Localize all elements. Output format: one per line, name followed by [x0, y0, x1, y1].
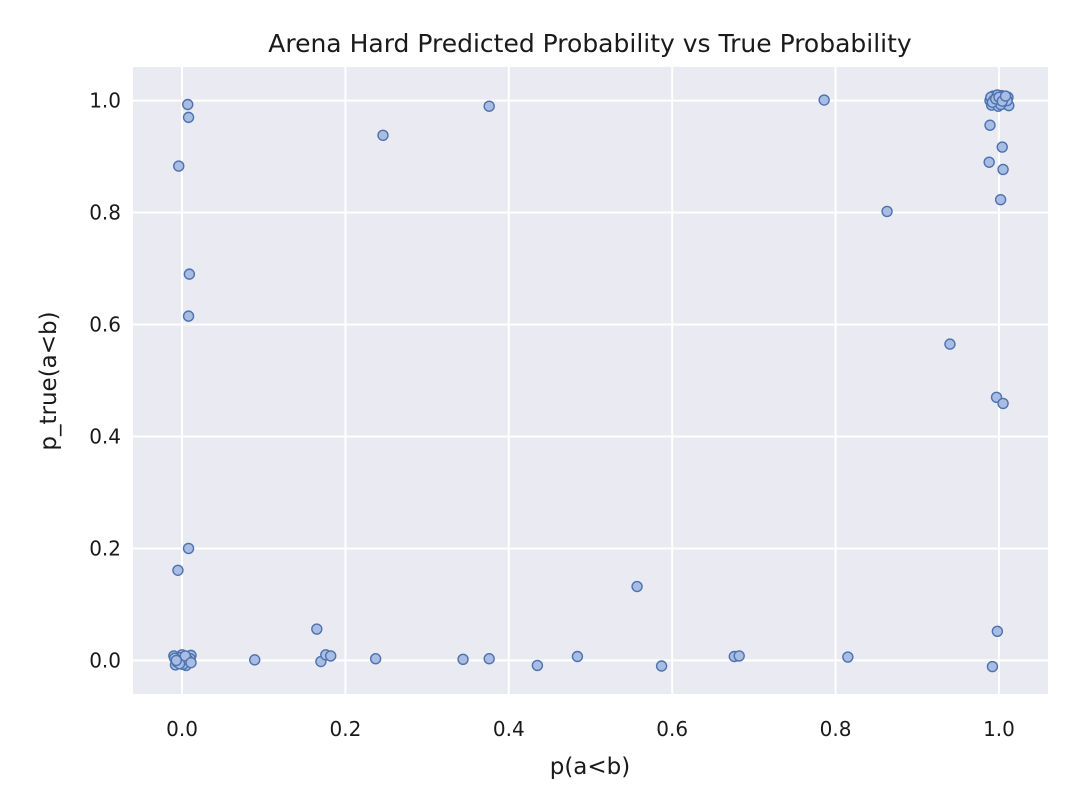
data-point — [531, 659, 544, 672]
data-point — [983, 156, 995, 168]
chart-title: Arena Hard Predicted Probability vs True… — [268, 29, 912, 58]
data-point — [183, 268, 196, 280]
data-point — [182, 310, 195, 322]
y-tick-labels: 0.0 0.2 0.4 0.6 0.8 1.0 — [89, 89, 121, 673]
data-point — [999, 90, 1012, 102]
data-point — [457, 653, 469, 665]
data-point — [182, 542, 195, 555]
data-point — [172, 564, 184, 576]
data-point — [994, 193, 1007, 206]
data-point — [991, 625, 1004, 637]
data-point — [170, 654, 182, 667]
data-points — [168, 89, 1015, 673]
x-tick-labels: 0.0 0.2 0.4 0.6 0.8 1.0 — [166, 717, 1015, 741]
data-point — [249, 654, 261, 666]
y-tick-label: 0.2 — [89, 536, 121, 560]
x-tick-label: 0.8 — [820, 717, 852, 741]
y-tick-label: 0.6 — [89, 313, 121, 337]
y-tick-label: 0.8 — [89, 201, 121, 225]
y-tick-label: 0.4 — [89, 424, 121, 448]
data-point — [182, 111, 195, 124]
data-point — [571, 650, 584, 663]
data-point — [377, 129, 389, 141]
data-point — [881, 205, 893, 218]
data-point — [173, 160, 185, 172]
x-axis-label: p(a<b) — [550, 754, 631, 780]
data-point — [997, 397, 1009, 410]
plot-area — [133, 67, 1048, 694]
x-tick-label: 0.6 — [656, 717, 688, 741]
x-tick-label: 0.0 — [166, 717, 198, 741]
data-point — [842, 651, 854, 663]
data-point — [733, 650, 745, 662]
data-point — [369, 653, 382, 665]
data-point — [325, 650, 337, 662]
x-tick-label: 0.4 — [493, 717, 525, 741]
data-point — [996, 141, 1008, 153]
data-point — [185, 656, 197, 669]
y-axis-label: p_true(a<b) — [36, 311, 62, 450]
data-point — [483, 653, 495, 665]
data-point — [984, 119, 996, 131]
data-point — [655, 660, 668, 672]
grid-lines — [133, 67, 1048, 694]
y-tick-label: 1.0 — [89, 89, 121, 113]
y-tick-label: 0.0 — [89, 648, 121, 672]
data-point — [997, 163, 1009, 176]
x-tick-label: 1.0 — [983, 717, 1015, 741]
data-point — [631, 580, 643, 593]
data-point — [483, 100, 495, 112]
data-point — [818, 94, 830, 106]
data-point — [182, 98, 194, 111]
data-point — [986, 660, 999, 673]
data-point — [944, 338, 956, 350]
x-tick-label: 0.2 — [330, 717, 362, 741]
data-point — [311, 623, 323, 635]
